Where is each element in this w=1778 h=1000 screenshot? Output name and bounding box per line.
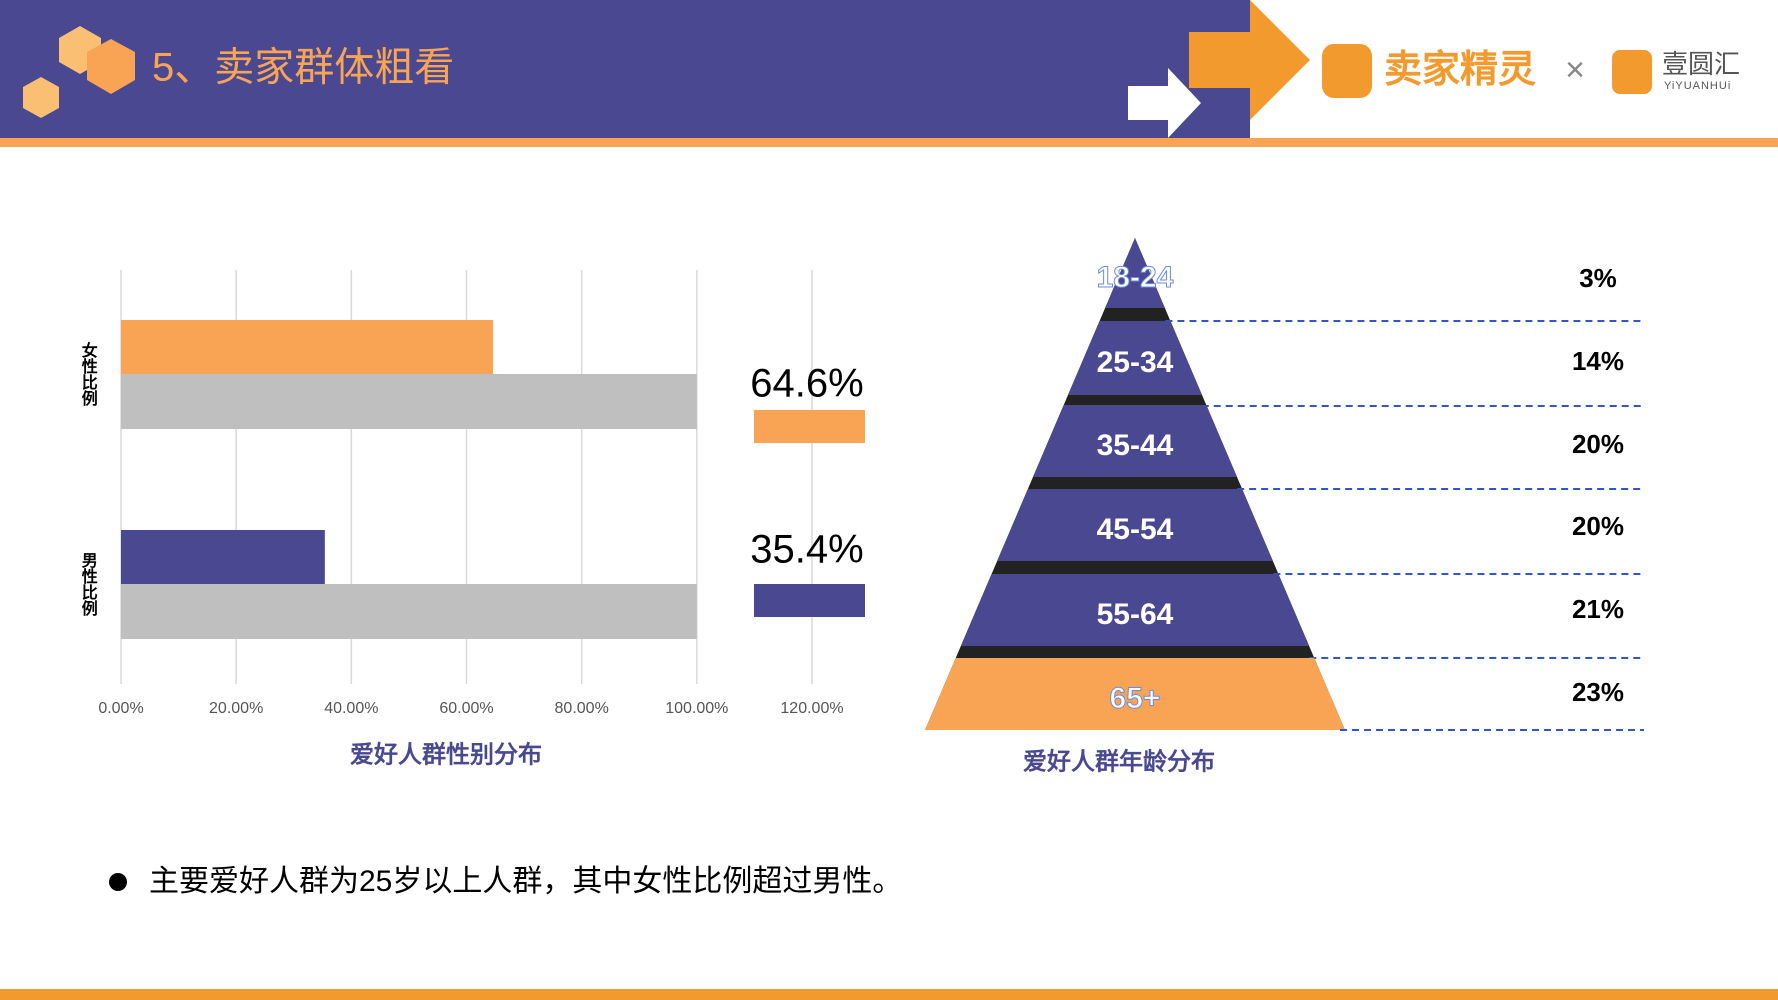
pyramid-segment (1067, 321, 1203, 395)
brand-icon (1322, 44, 1372, 98)
bar-background (121, 374, 697, 429)
chart-title: 爱好人群性别分布 (350, 740, 542, 768)
value-label: 64.6% (750, 362, 863, 406)
partner: 壹圆汇 (1662, 49, 1740, 79)
hexagon (87, 39, 135, 94)
value-label: 14% (1572, 346, 1624, 376)
legend-swatch (754, 584, 865, 617)
x-tick-label: 60.00% (439, 700, 493, 717)
x-tick-label: 40.00% (324, 700, 378, 717)
value-label: 20% (1572, 511, 1624, 541)
footer-rule (0, 989, 1778, 1000)
x-tick-label: 80.00% (555, 700, 609, 717)
header-band (0, 0, 1250, 138)
x-tick-label: 0.00% (98, 700, 143, 717)
category-label: 男性比例 (79, 552, 98, 617)
segment-label: 18-24 (1097, 261, 1174, 294)
value-label: 20% (1572, 429, 1624, 459)
value-label: 35.4% (750, 528, 863, 572)
bar-background (121, 584, 697, 639)
pyramid-segment (1032, 405, 1238, 477)
value-label: 21% (1572, 594, 1624, 624)
legend-swatch (754, 410, 865, 443)
arrow (1128, 68, 1201, 138)
x-tick-label: 20.00% (209, 700, 263, 717)
times: × (1565, 51, 1585, 89)
x-tick-label: 120.00% (780, 700, 843, 717)
header-rule (0, 138, 1778, 147)
segment-label: 35-44 (1097, 429, 1174, 462)
bullet-text: 主要爱好人群为25岁以上人群，其中女性比例超过男性。 (149, 865, 902, 898)
pyramid-segment (1105, 238, 1165, 308)
pyramid-segment (925, 658, 1345, 730)
partner-icon (1612, 50, 1652, 94)
segment-label: 55-64 (1097, 598, 1174, 631)
bullet-dot (109, 873, 127, 891)
pyramid-segment (960, 574, 1310, 646)
bar (121, 320, 493, 374)
x-tick-label: 100.00% (665, 700, 728, 717)
chart-title: 爱好人群年龄分布 (1023, 747, 1215, 775)
hexagon (23, 77, 59, 118)
segment-label: 45-54 (1097, 513, 1174, 546)
pyramid-segment (997, 489, 1273, 561)
pyramid-shadow (925, 238, 1345, 730)
bar (121, 530, 325, 584)
value-label: 23% (1572, 677, 1624, 707)
header-title: 5、卖家群体粗看 (152, 46, 454, 90)
segment-label: 65+ (1110, 682, 1161, 715)
partner-sub: YiYUANHUi (1664, 80, 1731, 92)
arrow (1189, 0, 1310, 120)
brand: 卖家精灵 (1384, 49, 1536, 91)
value-label: 3% (1579, 263, 1617, 293)
category-label: 女性比例 (79, 341, 98, 407)
segment-label: 25-34 (1097, 346, 1174, 379)
